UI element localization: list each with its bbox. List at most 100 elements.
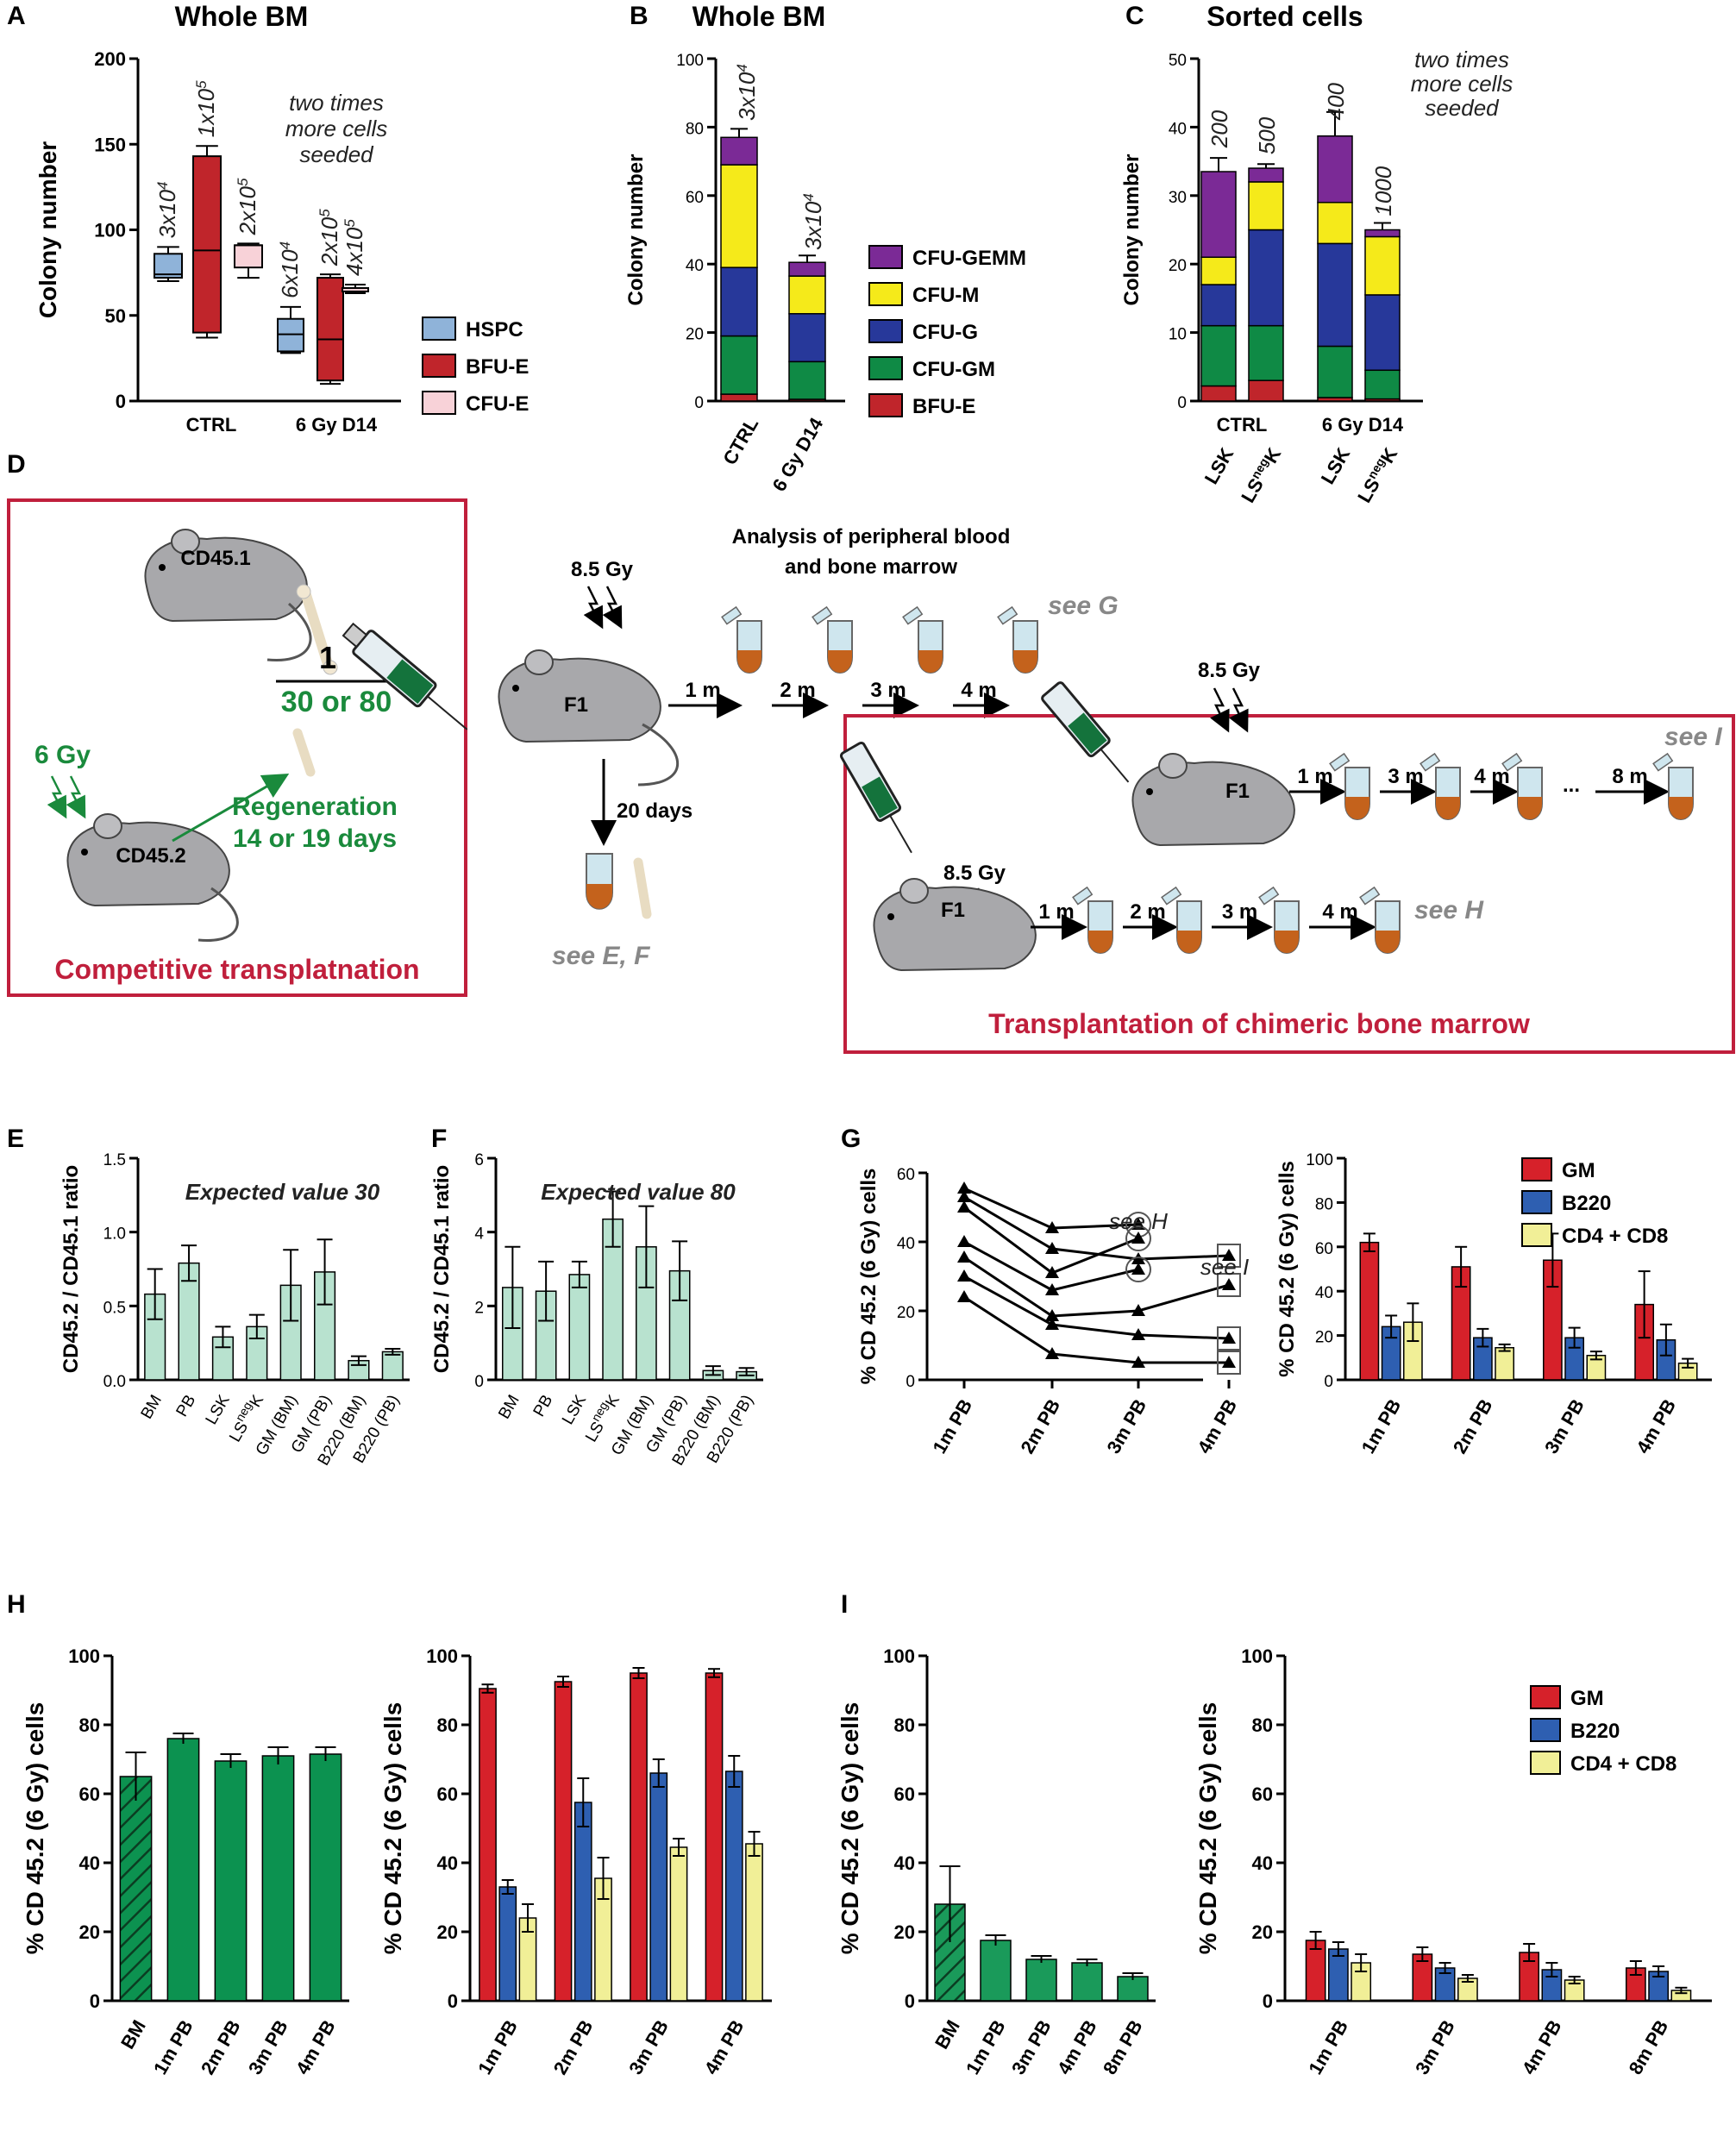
highlight-square [1217, 1244, 1241, 1268]
label-85gy-3: 8.5 Gy [943, 862, 1006, 885]
tube-icon [1501, 752, 1543, 820]
tube-cap [1420, 752, 1441, 772]
label-85gy-2: 8.5 Gy [1198, 659, 1261, 682]
y-tick-label: 0 [474, 1373, 484, 1391]
x-tick-label: 4m PB [1518, 2016, 1566, 2078]
bar-cfu-gm [1364, 369, 1401, 400]
competitive-title: Competitive transplatnation [54, 954, 419, 985]
bar-cd4-cd8 [1495, 1346, 1514, 1381]
y-tick-label: 0 [90, 1990, 100, 2012]
panel-d: D Competitive transplatnation CD45.1 1 3… [7, 450, 1735, 1054]
bar-b220 [573, 1802, 592, 2002]
highlight-circle [1125, 1225, 1151, 1251]
tube-cap [1359, 886, 1381, 906]
bar-bfu-e [1200, 385, 1237, 402]
bar [1025, 1959, 1057, 2002]
y-tick-label: 2 [474, 1299, 484, 1317]
y-tick-label: 0 [116, 391, 126, 412]
y-tick-label: 100 [426, 1645, 458, 1667]
data-point [1045, 1283, 1059, 1295]
data-point [1222, 1249, 1236, 1261]
x-tick-label: 3m PB [244, 2016, 292, 2078]
bar-cfu-gemm [788, 261, 826, 277]
annotation-text: two times [1414, 47, 1509, 72]
data-point [1045, 1242, 1059, 1254]
timeline-label: 4 m [961, 679, 996, 702]
chart-b: 0 20 40 60 80 100 Colony number 3x104 3x104 CTRL 6… [624, 52, 1026, 495]
data-point [1222, 1278, 1236, 1290]
tube-icon [721, 605, 762, 674]
bar-cfu-gm [720, 335, 758, 395]
panel-b: B Whole BM 0 20 40 60 80 100 Colony number 3x10… [624, 1, 1026, 495]
timeline-label: 4 m [1474, 765, 1509, 788]
y-tick-label: 60 [79, 1783, 100, 1805]
tube-sample [1436, 797, 1460, 819]
chart-h2: 0 20 40 60 80 100 % CD 45.2 (6 Gy) cells 1m PB 2… [379, 1645, 772, 2078]
timeline-label: 3 m [870, 679, 906, 702]
y-tick-label: 80 [1315, 1195, 1333, 1213]
bar-b220 [498, 1886, 517, 2002]
panel-label-g: G [841, 1125, 861, 1153]
data-point [957, 1181, 971, 1194]
y-tick-label: 40 [894, 1852, 915, 1874]
y-tick-label: 1.5 [103, 1151, 126, 1169]
analysis-line1: Analysis of peripheral blood [732, 525, 1011, 548]
y-tick-label: 20 [1252, 1921, 1273, 1943]
tube-sample [1376, 931, 1400, 953]
panel-e: E 0.0 0.5 1.0 1.5 CD45.2 / CD45.1 ratio BM PB L… [7, 1125, 410, 1469]
chart-g1: 0 20 40 60 % CD 45.2 (6 Gy) cells 1m PB 2m PB 3… [857, 1166, 1249, 1457]
legend-label: CD4 + CD8 [1570, 1752, 1676, 1776]
bar [309, 1753, 342, 2002]
x-tick-label: PB [173, 1392, 200, 1420]
label-cd452: CD45.2 [116, 844, 185, 868]
panel-label-a: A [7, 2, 26, 30]
bar [166, 1738, 200, 2002]
data-point [957, 1269, 971, 1282]
x-tick-label: 3m PB [624, 2016, 673, 2078]
tube-icon [1161, 886, 1202, 954]
group-label: CTRL [1217, 414, 1268, 436]
bar-cfu-g [1364, 294, 1401, 372]
legend-label: CFU-M [912, 284, 979, 307]
timeline-label: 8 m [1612, 765, 1647, 788]
tube-icon [1359, 886, 1401, 954]
y-tick-label: 80 [1252, 1714, 1273, 1736]
y-tick-label: 20 [686, 326, 704, 344]
tube-cap [1329, 752, 1351, 772]
panel-a: A Whole BM 0 50 100 150 200 Colony number 3x10… [7, 1, 529, 436]
data-point [957, 1235, 971, 1247]
label-f1-1: F1 [564, 693, 588, 717]
y-tick-label: 1.0 [103, 1225, 126, 1244]
annotation-text: more cells [285, 116, 387, 141]
timeline-label: 1 m [685, 679, 720, 702]
timeline-label: 3 m [1388, 765, 1423, 788]
x-tick-label: 2m PB [197, 2016, 245, 2078]
mouse-cd452 [66, 813, 239, 942]
y-tick-label: 0 [448, 1990, 458, 2012]
seeded-label: 4x105 [342, 219, 368, 276]
y-axis-label: % CD 45.2 (6 Gy) cells [837, 1702, 863, 1955]
chart-note: see I [1200, 1254, 1249, 1280]
tube-sample [918, 650, 943, 673]
y-tick-label: 40 [897, 1235, 915, 1253]
legend-swatch [868, 356, 903, 380]
bar-cfu-gm [1248, 324, 1284, 381]
y-axis-label: % CD 45.2 (6 Gy) cells [379, 1702, 406, 1955]
tube-sample [1088, 931, 1112, 953]
tube-sample [1345, 797, 1369, 819]
bar-gm [1359, 1241, 1380, 1381]
chart-c: 0 10 20 30 40 50 Colony number 200 500 400 1000 two… [1120, 47, 1513, 506]
data-point [957, 1290, 971, 1302]
chart-i2: 0 20 40 60 80 100 % CD 45.2 (6 Gy) cells 1m PB 3… [1194, 1645, 1712, 2078]
y-tick-label: 40 [1315, 1284, 1333, 1302]
x-tick-label: 2m PB [1016, 1395, 1064, 1457]
legend-swatch [868, 393, 903, 417]
panel-g: G 0 20 40 60 % CD 45.2 (6 Gy) cells 1m PB 2m P… [841, 1125, 1712, 1457]
seeded-label: 3x104 [154, 181, 181, 238]
y-tick-label: 60 [1315, 1240, 1333, 1258]
panel-a-title: Whole BM [175, 1, 309, 32]
bar-cfu-g [1200, 284, 1237, 327]
bar-cfu-m [1248, 181, 1284, 231]
tube-icon [1258, 886, 1300, 954]
